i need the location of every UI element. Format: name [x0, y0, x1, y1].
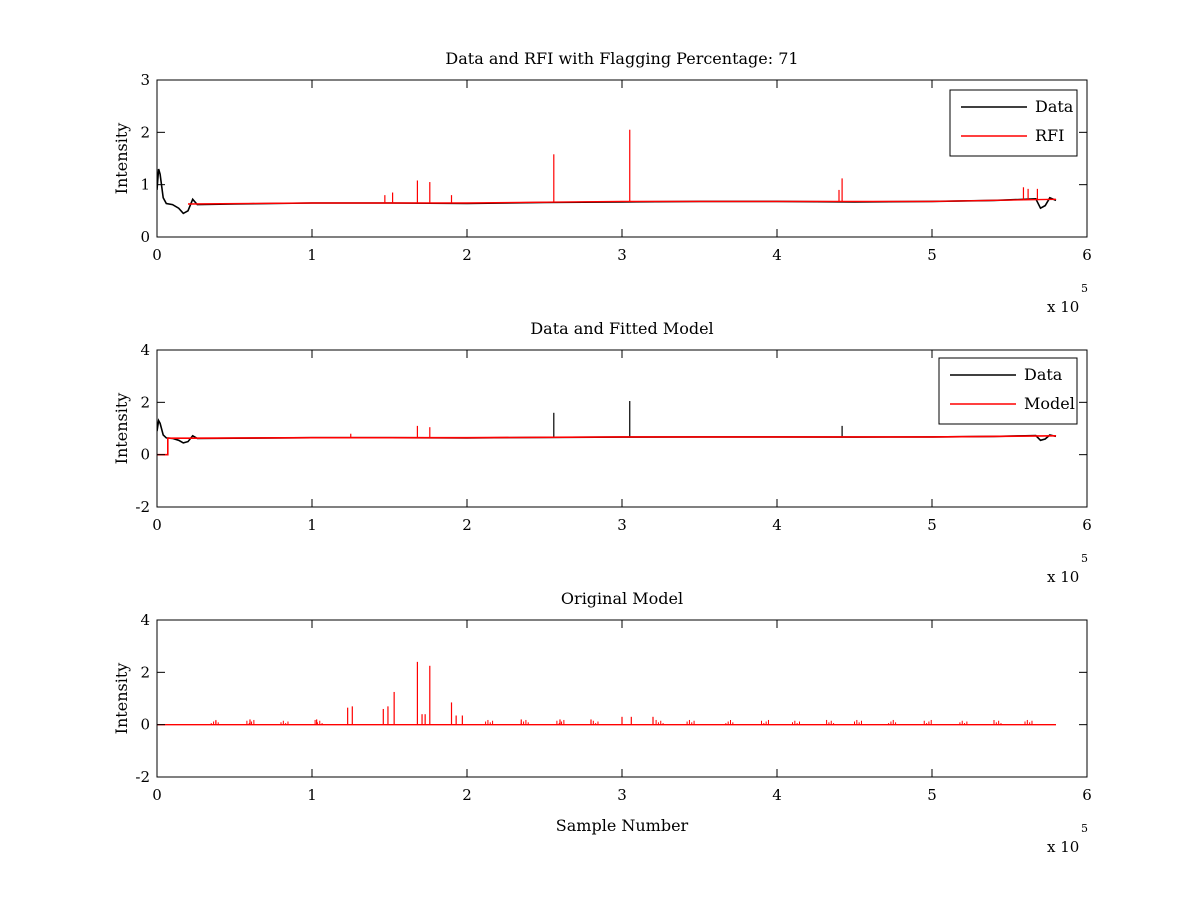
x-multiplier-exponent: 5 [1081, 282, 1088, 295]
y-axis-label: Intensity [112, 393, 131, 465]
legend: Data RFI [949, 89, 1078, 157]
legend: Data Model [938, 357, 1078, 425]
legend-label-rfi: RFI [1035, 126, 1064, 145]
chart-title: Data and Fitted Model [530, 319, 713, 338]
x-tick-label: 3 [617, 246, 627, 264]
series-model-line [157, 435, 1057, 456]
x-tick-label: 6 [1082, 246, 1092, 264]
legend-box [949, 89, 1078, 157]
legend-label-model: Model [1024, 394, 1075, 413]
y-tick-label: 0 [140, 228, 150, 246]
x-tick-label: 2 [462, 246, 472, 264]
legend-box [938, 357, 1078, 425]
x-tick-label: 4 [772, 516, 782, 534]
legend-label-data: Data [1024, 365, 1063, 384]
y-tick-label: 4 [140, 611, 150, 629]
y-tick-label: 0 [140, 716, 150, 734]
x-tick-label: 3 [617, 516, 627, 534]
y-axis-label: Intensity [112, 663, 131, 735]
x-tick-label: 6 [1082, 786, 1092, 804]
x-tick-label: 5 [927, 246, 937, 264]
series-rfi-baseline [187, 198, 1057, 205]
y-tick-label: 4 [140, 341, 150, 359]
y-tick-label: 2 [140, 393, 150, 411]
x-multiplier-label: x 10 [1047, 838, 1079, 856]
x-multiplier-label: x 10 [1047, 568, 1079, 586]
chart-title: Original Model [561, 589, 683, 608]
x-tick-label: 1 [307, 786, 317, 804]
x-axis-label: Sample Number [556, 816, 689, 835]
x-tick-label: 2 [462, 516, 472, 534]
y-tick-label: 0 [140, 446, 150, 464]
plot-area [157, 661, 1056, 726]
y-tick-label: 2 [140, 123, 150, 141]
chart-panel-1: 0 1 2 3 4 5 6 0 1 2 3 Data and RFI with Flagging Pe… [112, 49, 1092, 316]
y-axis-label: Intensity [112, 123, 131, 195]
x-tick-label: 5 [927, 516, 937, 534]
x-tick-label: 1 [307, 516, 317, 534]
y-tick-label: -2 [135, 768, 150, 786]
x-tick-label: 0 [152, 246, 162, 264]
y-tick-label: 2 [140, 663, 150, 681]
x-tick-label: 5 [927, 786, 937, 804]
y-tick-label: -2 [135, 498, 150, 516]
x-multiplier-exponent: 5 [1081, 822, 1088, 835]
x-tick-label: 2 [462, 786, 472, 804]
x-tick-label: 0 [152, 516, 162, 534]
x-tick-label: 4 [772, 246, 782, 264]
plot-area [157, 401, 1057, 456]
x-tick-label: 6 [1082, 516, 1092, 534]
x-multiplier-exponent: 5 [1081, 552, 1088, 565]
x-tick-label: 4 [772, 786, 782, 804]
plot-area [157, 129, 1057, 215]
x-tick-label: 1 [307, 246, 317, 264]
y-tick-label: 1 [140, 176, 150, 194]
legend-label-data: Data [1035, 97, 1074, 116]
x-tick-label: 3 [617, 786, 627, 804]
x-tick-label: 0 [152, 786, 162, 804]
chart-title: Data and RFI with Flagging Percentage: 7… [445, 49, 798, 68]
y-tick-label: 3 [140, 71, 150, 89]
x-multiplier-label: x 10 [1047, 298, 1079, 316]
